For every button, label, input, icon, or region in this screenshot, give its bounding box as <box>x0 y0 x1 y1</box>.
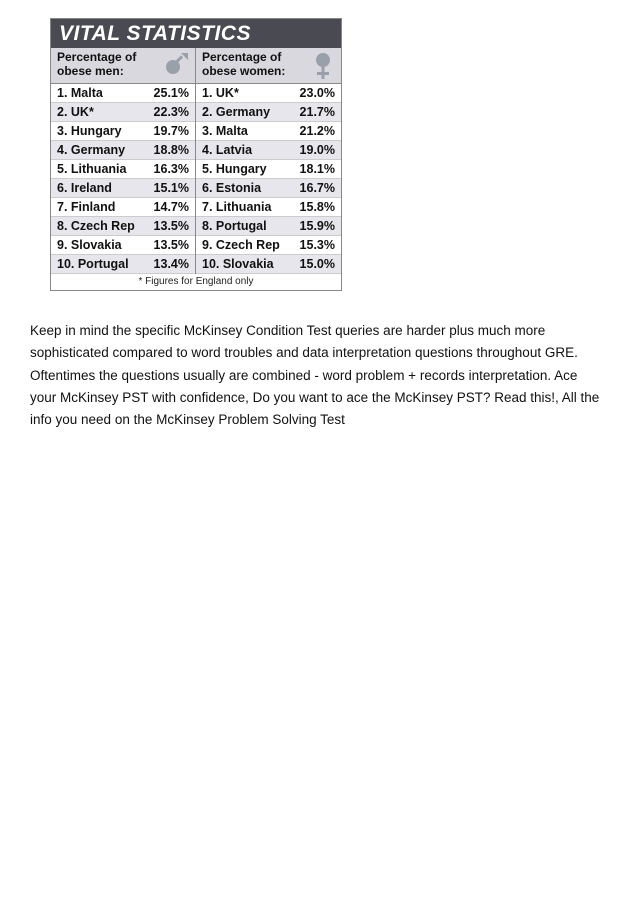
table-row: 4. Germany 18.8% <box>51 141 195 160</box>
row-label: 8. Portugal <box>202 219 267 233</box>
body-paragraph: Keep in mind the specific McKinsey Condi… <box>30 320 605 431</box>
table-row: 3. Malta 21.2% <box>196 122 341 141</box>
table-row: 7. Finland 14.7% <box>51 198 195 217</box>
women-column: Percentage of obese women: 1. UK* 23.0% 2.… <box>196 48 341 274</box>
row-value: 15.3% <box>300 238 335 252</box>
row-label: 2. Germany <box>202 105 270 119</box>
row-value: 13.5% <box>154 219 189 233</box>
women-rows: 1. UK* 23.0% 2. Germany 21.7% 3. Malta 21.2% 4… <box>196 84 341 274</box>
row-label: 8. Czech Rep <box>57 219 135 233</box>
row-value: 15.1% <box>154 181 189 195</box>
row-label: 1. Malta <box>57 86 103 100</box>
row-label: 7. Finland <box>57 200 115 214</box>
row-label: 6. Ireland <box>57 181 112 195</box>
row-value: 15.0% <box>300 257 335 271</box>
table-row: 10. Portugal 13.4% <box>51 255 195 274</box>
row-value: 13.5% <box>154 238 189 252</box>
table-title: VITAL STATISTICS <box>51 19 341 48</box>
row-label: 10. Slovakia <box>202 257 274 271</box>
men-column-header: Percentage of obese men: <box>51 48 195 84</box>
row-label: 5. Hungary <box>202 162 267 176</box>
row-value: 15.9% <box>300 219 335 233</box>
vital-statistics-table: VITAL STATISTICS Percentage of obese men… <box>50 18 342 291</box>
table-row: 6. Estonia 16.7% <box>196 179 341 198</box>
table-row: 9. Slovakia 13.5% <box>51 236 195 255</box>
men-rows: 1. Malta 25.1% 2. UK* 22.3% 3. Hungary 19.7% 4… <box>51 84 195 274</box>
row-value: 16.7% <box>300 181 335 195</box>
row-label: 3. Malta <box>202 124 248 138</box>
men-column: Percentage of obese men: 1. Malta 25.1% 2.… <box>51 48 196 274</box>
table-row: 6. Ireland 15.1% <box>51 179 195 198</box>
row-value: 16.3% <box>154 162 189 176</box>
table-row: 2. UK* 22.3% <box>51 103 195 122</box>
row-value: 19.0% <box>300 143 335 157</box>
row-value: 21.2% <box>300 124 335 138</box>
row-label: 10. Portugal <box>57 257 129 271</box>
table-row: 8. Czech Rep 13.5% <box>51 217 195 236</box>
table-row: 3. Hungary 19.7% <box>51 122 195 141</box>
row-label: 9. Czech Rep <box>202 238 280 252</box>
table-row: 2. Germany 21.7% <box>196 103 341 122</box>
row-label: 4. Latvia <box>202 143 252 157</box>
women-column-header: Percentage of obese women: <box>196 48 341 84</box>
row-label: 6. Estonia <box>202 181 261 195</box>
row-label: 1. UK* <box>202 86 239 100</box>
table-row: 8. Portugal 15.9% <box>196 217 341 236</box>
row-value: 18.8% <box>154 143 189 157</box>
row-label: 9. Slovakia <box>57 238 122 252</box>
table-row: 1. Malta 25.1% <box>51 84 195 103</box>
table-row: 10. Slovakia 15.0% <box>196 255 341 274</box>
table-row: 1. UK* 23.0% <box>196 84 341 103</box>
row-value: 23.0% <box>300 86 335 100</box>
row-value: 18.1% <box>300 162 335 176</box>
row-label: 5. Lithuania <box>57 162 126 176</box>
table-row: 4. Latvia 19.0% <box>196 141 341 160</box>
female-icon <box>311 51 335 81</box>
row-label: 7. Lithuania <box>202 200 271 214</box>
row-value: 22.3% <box>154 105 189 119</box>
row-label: 3. Hungary <box>57 124 122 138</box>
row-value: 19.7% <box>154 124 189 138</box>
table-row: 7. Lithuania 15.8% <box>196 198 341 217</box>
men-header-text: Percentage of obese men: <box>57 51 159 79</box>
table-row: 5. Hungary 18.1% <box>196 160 341 179</box>
table-body: Percentage of obese men: 1. Malta 25.1% 2.… <box>51 48 341 274</box>
row-value: 25.1% <box>154 86 189 100</box>
row-value: 13.4% <box>154 257 189 271</box>
row-value: 15.8% <box>300 200 335 214</box>
row-label: 2. UK* <box>57 105 94 119</box>
row-label: 4. Germany <box>57 143 125 157</box>
male-icon <box>163 51 189 77</box>
table-row: 5. Lithuania 16.3% <box>51 160 195 179</box>
table-footnote: * Figures for England only <box>51 274 341 290</box>
row-value: 21.7% <box>300 105 335 119</box>
row-value: 14.7% <box>154 200 189 214</box>
table-row: 9. Czech Rep 15.3% <box>196 236 341 255</box>
women-header-text: Percentage of obese women: <box>202 51 307 79</box>
